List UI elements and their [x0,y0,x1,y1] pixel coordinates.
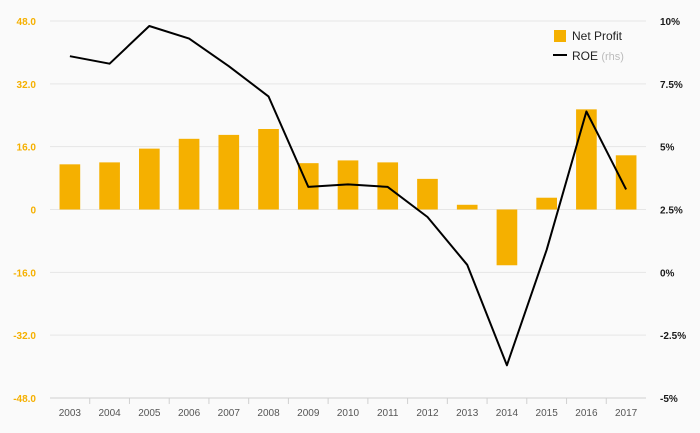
legend-net-profit-label: Net Profit [572,29,623,43]
x-tick-label: 2009 [297,408,320,419]
net-profit-bar [576,109,597,210]
right-tick-label: 5% [660,143,675,154]
right-tick-label: 10% [660,17,680,28]
net-profit-bar [139,148,160,210]
right-tick-label: -2.5% [660,331,686,342]
x-tick-label: 2012 [416,408,439,419]
left-tick-label: -48.0 [13,394,36,405]
net-profit-bar [99,162,120,210]
net-profit-bar [496,209,518,266]
x-tick-label: 2006 [178,408,201,419]
net-profit-bar [218,134,240,210]
legend-net-profit-swatch [554,30,566,42]
net-profit-bar [417,178,438,210]
net-profit-bar [59,164,81,210]
legend: Net Profit ROE (rhs) [553,29,624,63]
x-tick-label: 2016 [575,408,598,419]
x-tick-label: 2011 [377,408,399,419]
legend-roe-name: ROE [572,49,598,63]
net-profit-bars [59,109,637,266]
x-tick-label: 2004 [98,408,121,419]
x-tick-label: 2003 [59,408,82,419]
x-tick-label: 2017 [615,408,638,419]
x-tick-label: 2010 [337,408,360,419]
net-profit-bar [536,197,557,210]
x-tick-label: 2005 [138,408,161,419]
left-tick-label: 16.0 [17,143,37,154]
left-tick-label: -32.0 [13,331,36,342]
x-tick-label: 2013 [456,408,479,419]
net-profit-bar [258,128,279,210]
net-profit-bar [178,138,200,210]
left-tick-label: -16.0 [13,268,36,279]
net-profit-bar [456,204,478,210]
x-tick-label: 2014 [496,408,519,419]
x-tick-label: 2008 [257,408,280,419]
roe-line [69,25,627,367]
left-axis-ticks: 48.0 32.0 16.0 0 -16.0 -32.0 -48.0 [13,17,36,405]
right-tick-label: 7.5% [660,80,683,91]
left-tick-label: 32.0 [17,80,37,91]
x-tick-label: 2015 [536,408,559,419]
right-tick-label: -5% [660,394,678,405]
x-tick-label: 2007 [218,408,241,419]
right-tick-label: 2.5% [660,206,683,217]
left-tick-label: 48.0 [17,17,37,28]
left-tick-label: 0 [30,206,36,217]
x-axis-ticks: 2003 2004 2005 2006 2007 2008 2009 2010 2011 2012… [59,398,638,419]
legend-roe-note: (rhs) [601,51,624,63]
right-tick-label: 0% [660,268,675,279]
legend-roe-label: ROE (rhs) [572,49,624,63]
net-profit-bar [615,155,637,210]
right-axis-ticks: 10% 7.5% 5% 2.5% 0% -2.5% -5% [660,17,686,405]
